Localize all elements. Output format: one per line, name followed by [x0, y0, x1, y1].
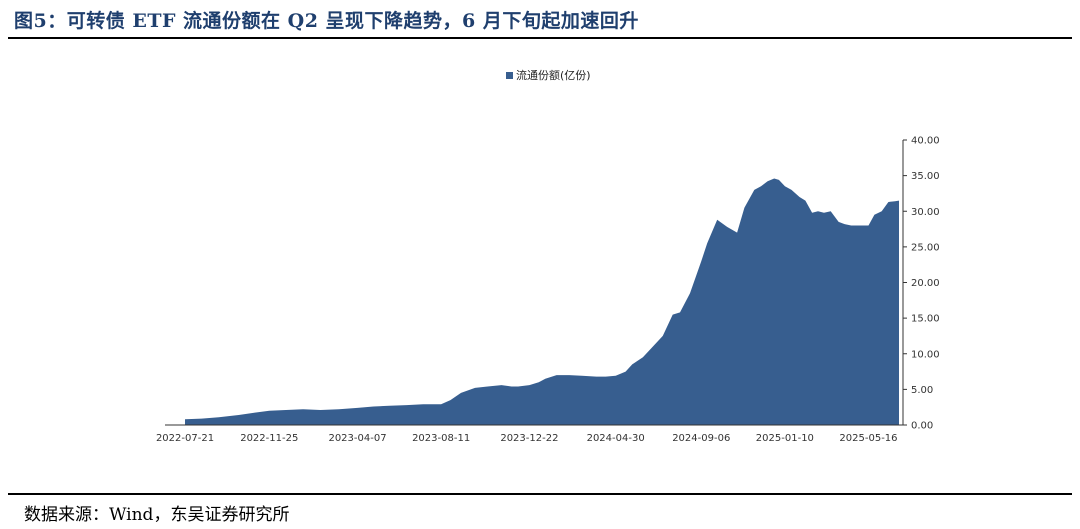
x-tick-label: 2023-08-11: [412, 433, 470, 444]
bottom-rule: [8, 493, 1072, 495]
y-tick-label: 35.00: [911, 171, 940, 182]
source-note: 数据来源：Wind，东吴证券研究所: [24, 505, 290, 525]
legend-label: 流通份额(亿份): [516, 69, 591, 82]
x-tick-label: 2022-07-21: [156, 433, 214, 444]
y-tick-label: 15.00: [911, 314, 940, 325]
top-rule: [8, 37, 1072, 39]
y-tick-label: 10.00: [911, 349, 940, 360]
x-tick-label: 2025-01-10: [756, 433, 814, 444]
y-tick-label: 5.00: [911, 385, 933, 396]
series-area-流通份额: [185, 178, 899, 425]
x-tick-label: 2022-11-25: [240, 433, 298, 444]
x-tick-label: 2024-04-30: [587, 433, 645, 444]
chart-legend: 流通份额(亿份): [506, 67, 591, 83]
y-tick-label: 20.00: [911, 278, 940, 289]
figure-title: 图5：可转债 ETF 流通份额在 Q2 呈现下降趋势，6 月下旬起加速回升: [14, 10, 639, 32]
x-tick-label: 2024-09-06: [672, 433, 730, 444]
x-tick-label: 2023-04-07: [328, 433, 386, 444]
y-tick-label: 0.00: [911, 421, 933, 432]
y-tick-label: 30.00: [911, 207, 940, 218]
x-tick-label: 2023-12-22: [500, 433, 558, 444]
legend-swatch: [506, 71, 513, 79]
y-tick-label: 25.00: [911, 242, 940, 253]
y-tick-label: 40.00: [911, 136, 940, 147]
x-tick-label: 2025-05-16: [839, 433, 897, 444]
